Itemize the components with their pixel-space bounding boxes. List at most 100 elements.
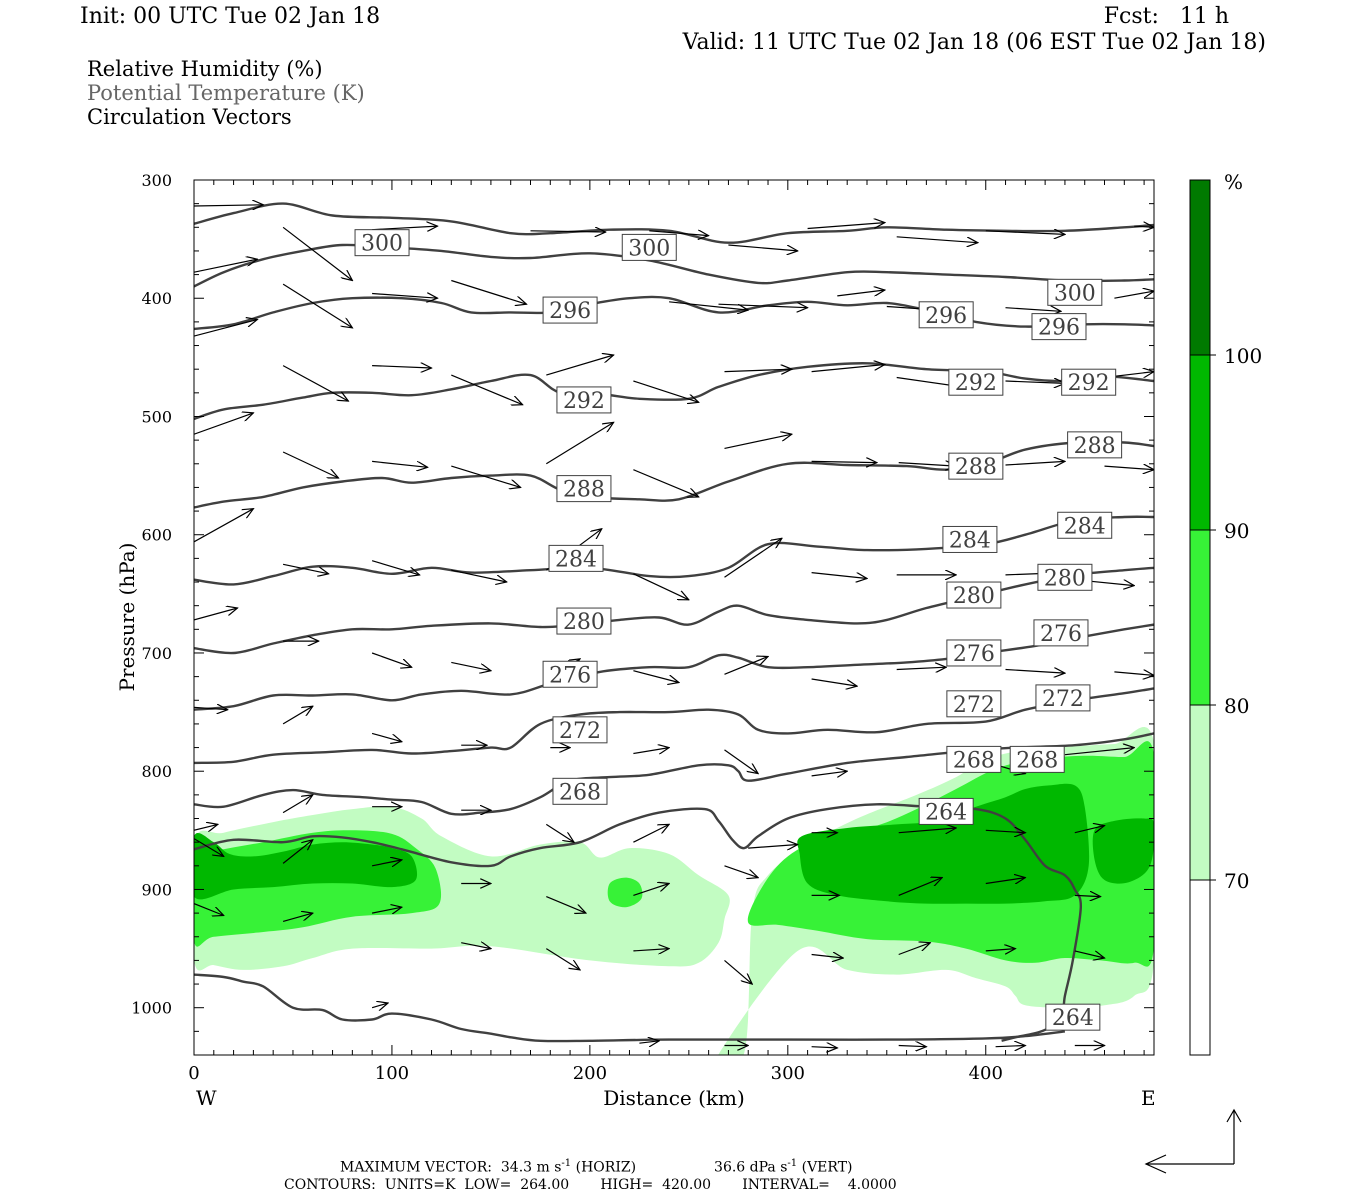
theta-label-280: 280 [556,607,612,635]
circulation-vector [545,823,574,842]
x-tick-label: 400 [969,1063,1003,1084]
circulation-vector [371,860,402,866]
circulation-vector [451,465,520,487]
svg-text:292: 292 [563,389,605,414]
svg-text:272: 272 [953,693,995,718]
theta-label-276: 276 [542,660,598,688]
vert-exponent: -1 [787,1158,798,1169]
circulation-vector [898,463,956,467]
theta-label-268: 268 [946,745,1002,773]
circulation-vector [985,878,1026,884]
svg-text:296: 296 [1038,316,1080,341]
circulation-vector [451,279,526,305]
theta-label-284: 284 [1057,511,1113,539]
circulation-vector [724,657,769,675]
circulation-vector [728,244,797,251]
circulation-vector [633,469,698,497]
valid-time: Valid: 11 UTC Tue 02 Jan 18 (06 EST Tue … [682,30,1266,55]
theta-label-288: 288 [556,475,612,503]
x-tick-label: 300 [771,1063,805,1084]
circulation-vector [1104,466,1154,470]
circulation-vector [1114,672,1154,676]
theta-contour-288-4 [194,440,1154,509]
svg-text:264: 264 [1052,1006,1094,1031]
circulation-vector [1005,308,1062,312]
circulation-vector [633,380,698,402]
theta-label-296: 296 [1031,313,1087,341]
y-tick-label: 500 [141,407,172,426]
x-end-label-east: E [1141,1086,1156,1110]
circulation-vector [546,355,613,376]
horiz-unit: (HORIZ) [575,1159,637,1176]
theta-label-280: 280 [1037,563,1093,591]
circulation-vector [1114,291,1154,299]
circulation-vector [649,231,708,236]
svg-text:288: 288 [563,478,605,503]
circulation-vector [896,667,947,669]
theta-contour-264-11 [194,973,1066,1043]
svg-text:276: 276 [549,663,591,688]
circulation-vector [724,369,792,371]
theta-contour-264-10 [194,803,1083,1042]
circulation-vector [371,652,412,667]
circulation-vector [372,294,437,299]
circulation-vector [282,283,352,328]
theta-label-288: 288 [948,452,1004,480]
theta-label-264: 264 [918,797,974,825]
init-time: Init: 00 UTC Tue 02 Jan 18 [80,4,381,29]
circulation-vector [811,1047,838,1048]
circulation-vector [194,838,224,857]
circulation-vector [748,845,798,849]
theta-label-292: 292 [948,368,1004,396]
vert-unit: (VERT) [801,1159,853,1176]
legend-item-circulation-vectors: Circulation Vectors [87,105,292,129]
y-tick-label: 800 [141,762,172,781]
theta-label-300: 300 [1047,278,1103,306]
circulation-vector [530,231,606,232]
circulation-vector [724,538,782,578]
circulation-vector [811,955,844,959]
theta-label-296: 296 [918,301,974,329]
contours-info: CONTOURS: UNITS=K LOW= 264.00 HIGH= 420.… [284,1177,897,1193]
y-tick-label: 400 [141,289,172,308]
theta-contour-292-3 [194,362,1154,421]
circulation-vector [545,948,580,970]
theta-label-276: 276 [1033,619,1089,647]
circulation-vector [451,569,506,582]
circulation-vector [985,231,1065,235]
circulation-vector [194,608,238,621]
circulation-vector [282,795,313,814]
rh-field-90-7 [1092,818,1154,884]
circulation-vector [282,563,329,574]
circulation-vector [896,236,978,243]
circulation-vector [995,1046,1026,1047]
circulation-vector [371,907,402,913]
circulation-vector [371,732,402,741]
circulation-vector [194,413,253,435]
theta-label-292: 292 [1061,368,1117,396]
circulation-vector [194,509,253,543]
theta-contour-284-5 [194,515,1154,586]
theta-label-272: 272 [1035,684,1091,712]
circulation-vector [1064,748,1134,756]
colorbar-bin [1189,179,1211,356]
theta-label-272: 272 [552,716,608,744]
circulation-vector [633,573,688,600]
colorbar-level-label: 80 [1224,694,1249,718]
y-tick-label: 700 [141,644,172,663]
circulation-vector [811,461,877,462]
circulation-vector [633,884,669,896]
circulation-vector [282,840,313,864]
circulation-vector [451,661,491,670]
theta-contour-296-2 [194,295,1154,331]
svg-text:276: 276 [953,642,995,667]
svg-text:284: 284 [1064,514,1106,539]
circulation-vector [461,943,491,949]
colorbar-bin [1189,879,1211,1056]
svg-text:268: 268 [953,748,995,773]
y-tick-label: 1000 [131,999,172,1018]
svg-text:288: 288 [955,455,997,480]
y-tick-label: 300 [141,171,172,190]
circulation-vector [194,205,263,206]
